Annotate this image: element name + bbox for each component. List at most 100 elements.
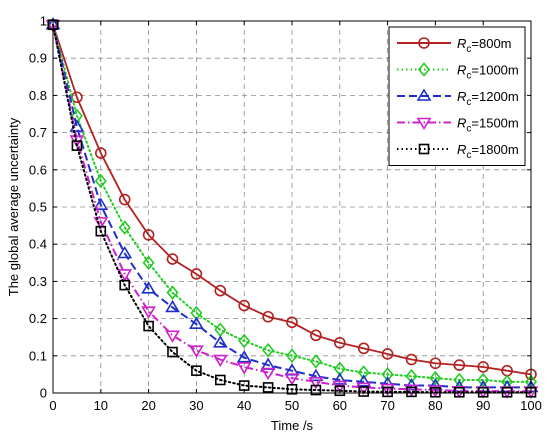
x-tick-label: 30 [189,398,203,413]
series-3-point [93,197,109,210]
y-axis-label: The global average uncertainty [6,117,21,296]
series-5-point [358,386,370,397]
series-1-point [357,342,370,355]
series-1-line [52,24,532,376]
x-tick-label: 80 [428,398,442,413]
x-tick-label: 50 [285,398,299,413]
legend-label: Rc=1000m [457,63,519,82]
series-2 [46,17,538,390]
legend-marker [416,88,432,101]
series-5-point [71,140,83,151]
series-2-point [142,255,155,271]
series-3-point [212,335,228,348]
series-5-point [95,225,107,237]
series-3-point [332,372,348,385]
series-5-point [215,374,226,386]
x-tick-label: 20 [141,398,155,413]
series-2-point [262,342,275,358]
x-tick-label: 0 [49,398,56,413]
series-2-point [285,348,299,364]
series-2-point [429,370,442,386]
series-4-point [404,384,419,397]
series-4-point [260,367,276,381]
legend-label: Rc=1200m [457,89,519,108]
series-4-point [380,383,396,397]
series-4-line [52,24,531,393]
y-tick-label: 0.7 [29,125,47,140]
y-tick-label: 0.3 [29,274,47,289]
series-5-point [167,346,178,358]
x-tick-label: 100 [520,398,542,413]
series-5-point [143,320,154,332]
series-4-point [284,373,300,386]
x-tick-label: 60 [333,398,347,413]
series-4-point [165,330,180,343]
y-tick-label: 0.4 [29,237,47,252]
y-tick-label: 0.2 [29,311,47,326]
y-tick-label: 0.5 [29,200,47,215]
series-5-point [430,386,441,398]
x-tick-label: 40 [237,398,251,413]
legend-entry-4: Rc=1500m [397,116,519,135]
series-1-point [214,284,227,297]
axes: 0 10 20 30 40 50 60 70 80 90 100 0 0.1 0.2 0.3 0.4 0.5 0.… [29,14,542,414]
legend-marker [417,62,431,77]
series-3-point [165,299,180,313]
series-1-point [71,91,83,104]
legend-entry-5: Rc=1800m [397,142,519,161]
series-2-point [405,369,418,384]
series-5-point [406,386,417,398]
series-5-point [286,383,298,395]
legend-label: Rc=1800m [457,142,519,161]
series-3-point [117,245,133,259]
series-5-point [477,386,489,398]
series-5-point [191,365,202,376]
series-2-point [381,367,394,382]
x-tick-label: 10 [94,398,108,413]
series-1-point [190,268,203,280]
series-1-point [310,329,322,342]
series-4-point [308,377,324,390]
y-tick-label: 0.1 [29,348,47,363]
series-2-point [94,173,107,189]
y-tick-label: 1 [40,14,47,29]
legend-entry-2: Rc=1000m [397,62,519,82]
series-3-point [188,316,204,329]
series-1-point [286,316,298,329]
series-3-point [236,350,252,363]
legend-marker [418,143,430,155]
series-1-point [118,193,131,206]
legend-label: Rc=800m [457,36,512,55]
series-5-point [119,279,130,291]
series-4-point [236,362,252,375]
series-2-point [357,365,370,380]
y-tick-label: 0.8 [29,88,47,103]
series-4-point [141,306,157,319]
series-1-point [333,336,346,349]
series-2-point [166,285,179,300]
series-4-point [212,354,228,368]
series-5-point [334,385,346,397]
series-4-point [117,269,133,282]
series-2-point [309,354,322,369]
series-2-line [52,23,532,383]
series-3-point [308,368,324,382]
series-1-point [95,147,107,159]
series-1-point [262,310,274,323]
series-2-point [238,333,251,349]
series-1-point [238,299,250,312]
series-4-point [188,345,204,358]
series-3-point [141,281,157,294]
series-5-point [453,386,465,398]
series-1-point [142,229,155,241]
legend-entry-1: Rc=800m [397,36,512,55]
series-1-point [477,361,490,373]
series-4-point [427,385,443,398]
series-5-point [262,382,274,393]
series-5-point [382,386,393,398]
y-tick-label: 0.6 [29,162,47,177]
series-2-point [477,372,490,388]
y-tick-label: 0 [40,386,47,401]
legend-label: Rc=1500m [457,116,519,135]
